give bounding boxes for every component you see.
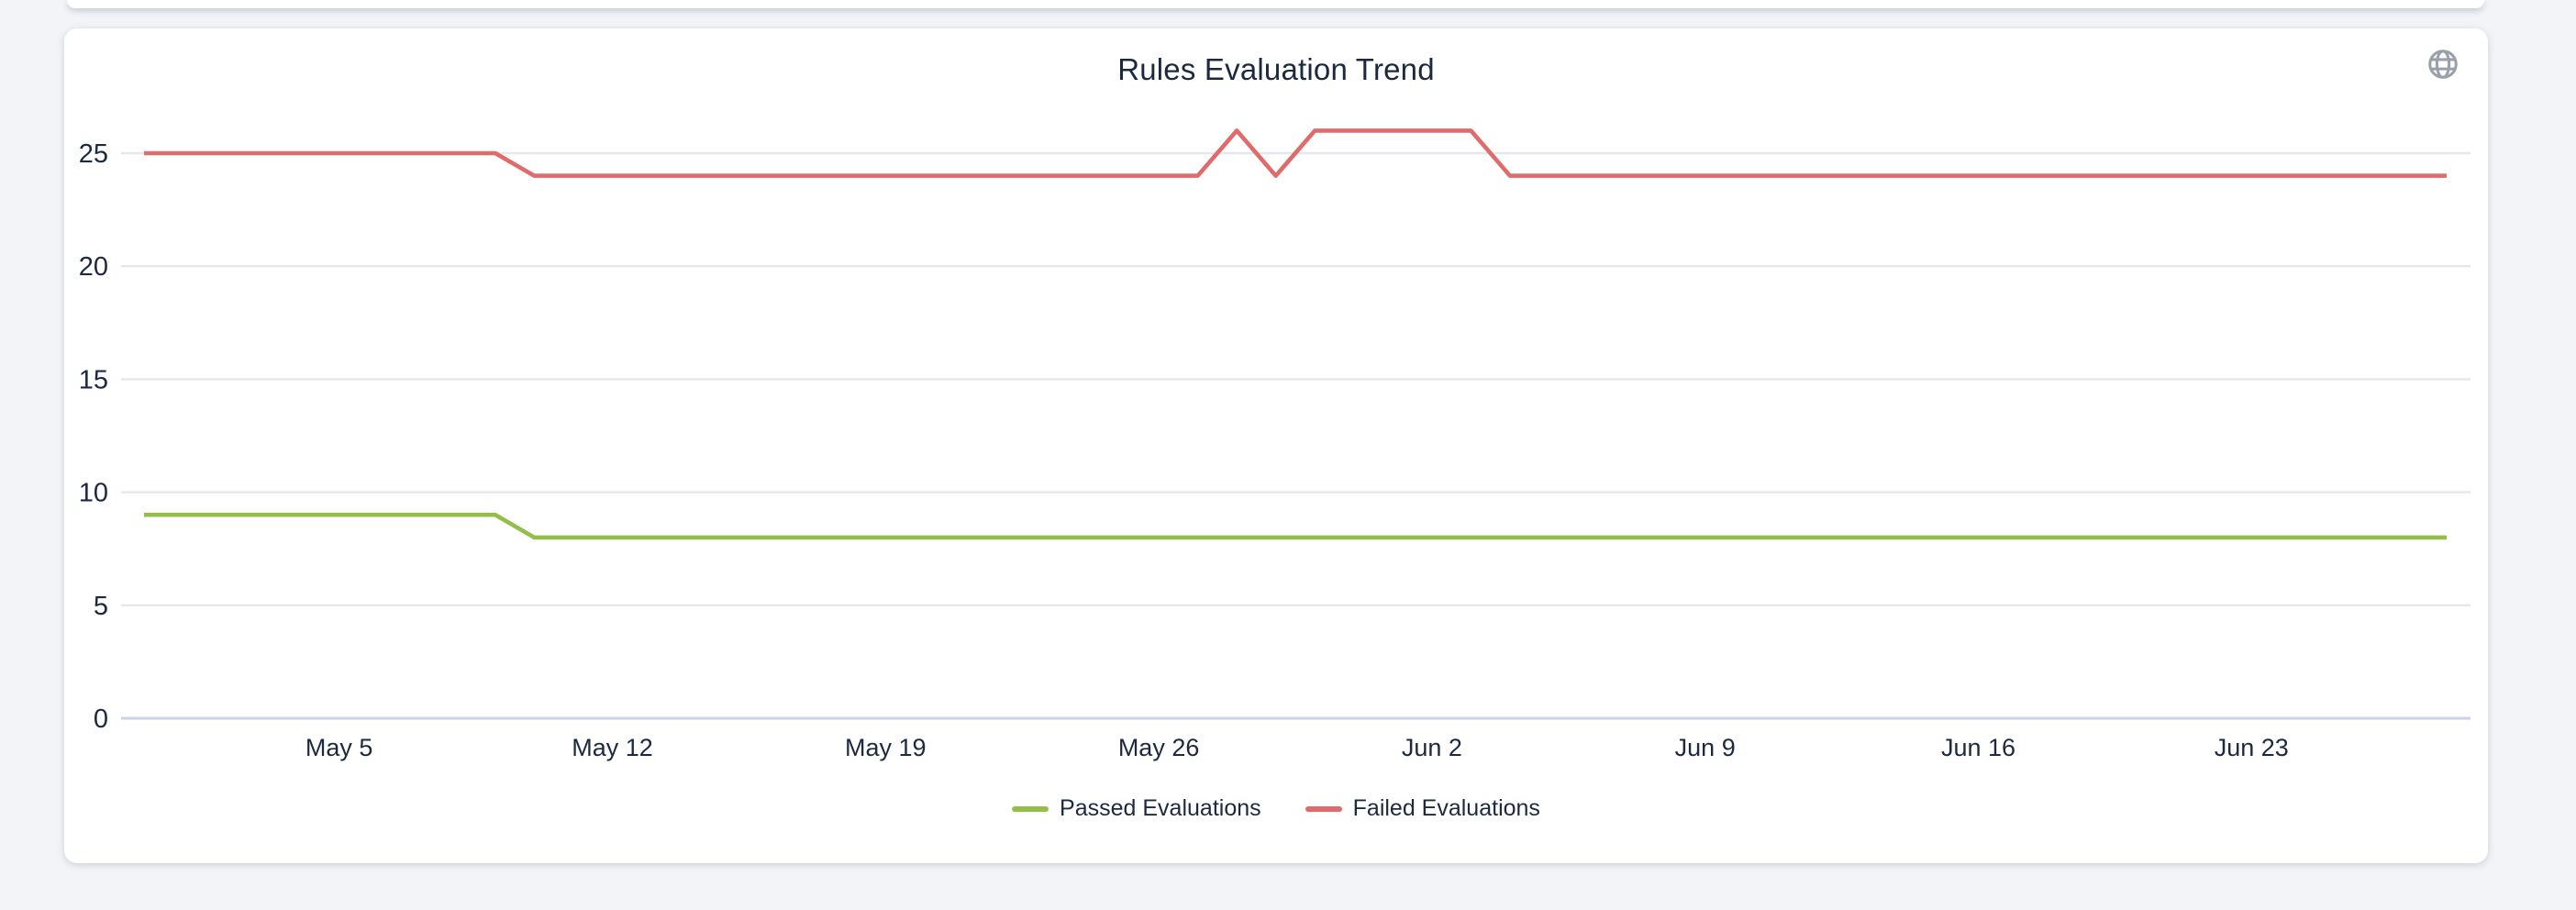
globe-icon [2428,50,2458,79]
series-lines [144,128,2447,540]
x-tick-label: Jun 23 [2215,734,2289,761]
failed-evaluations-line[interactable] [144,128,2447,178]
y-tick-label: 0 [94,705,108,734]
passed-legend-dash-icon [1012,805,1049,812]
globe-button[interactable] [2426,47,2460,82]
previous-card-bottom-edge [67,0,2484,8]
x-tick-label: May 12 [572,734,653,761]
x-axis-labels: May 5 May 12 May 19 May 26 Jun 2 Jun 9 Jun 16 J… [305,734,2289,761]
y-tick-label: 25 [79,139,108,169]
legend-item-failed-evaluations[interactable]: Failed Evaluations [1305,795,1540,822]
x-tick-label: May 26 [1118,734,1200,761]
legend-item-passed-evaluations[interactable]: Passed Evaluations [1012,795,1261,822]
x-tick-label: Jun 16 [1941,734,2015,761]
legend: Passed Evaluations Failed Evaluations [64,795,2488,822]
y-tick-label: 10 [79,479,108,508]
rules-evaluation-trend-card: 0 5 10 15 20 25 May 5 May 12 May 19 May 26 Jun 2 J… [64,28,2488,863]
x-tick-label: May 5 [305,734,373,761]
y-tick-label: 5 [94,592,108,621]
y-tick-label: 20 [79,252,108,282]
rules-evaluation-line-chart[interactable]: 0 5 10 15 20 25 May 5 May 12 May 19 May 26 Jun 2 J… [64,28,2488,863]
gridlines [121,151,2471,720]
legend-label: Passed Evaluations [1060,795,1261,821]
y-tick-label: 15 [79,365,108,394]
x-tick-label: Jun 9 [1675,734,1736,761]
chart-title: Rules Evaluation Trend [1117,52,1435,86]
x-tick-label: Jun 2 [1402,734,1462,761]
failed-legend-dash-icon [1305,805,1342,812]
legend-label: Failed Evaluations [1352,795,1540,821]
y-axis-labels: 0 5 10 15 20 25 [79,139,108,734]
x-tick-label: May 19 [845,734,927,761]
passed-evaluations-line[interactable] [144,512,2447,540]
